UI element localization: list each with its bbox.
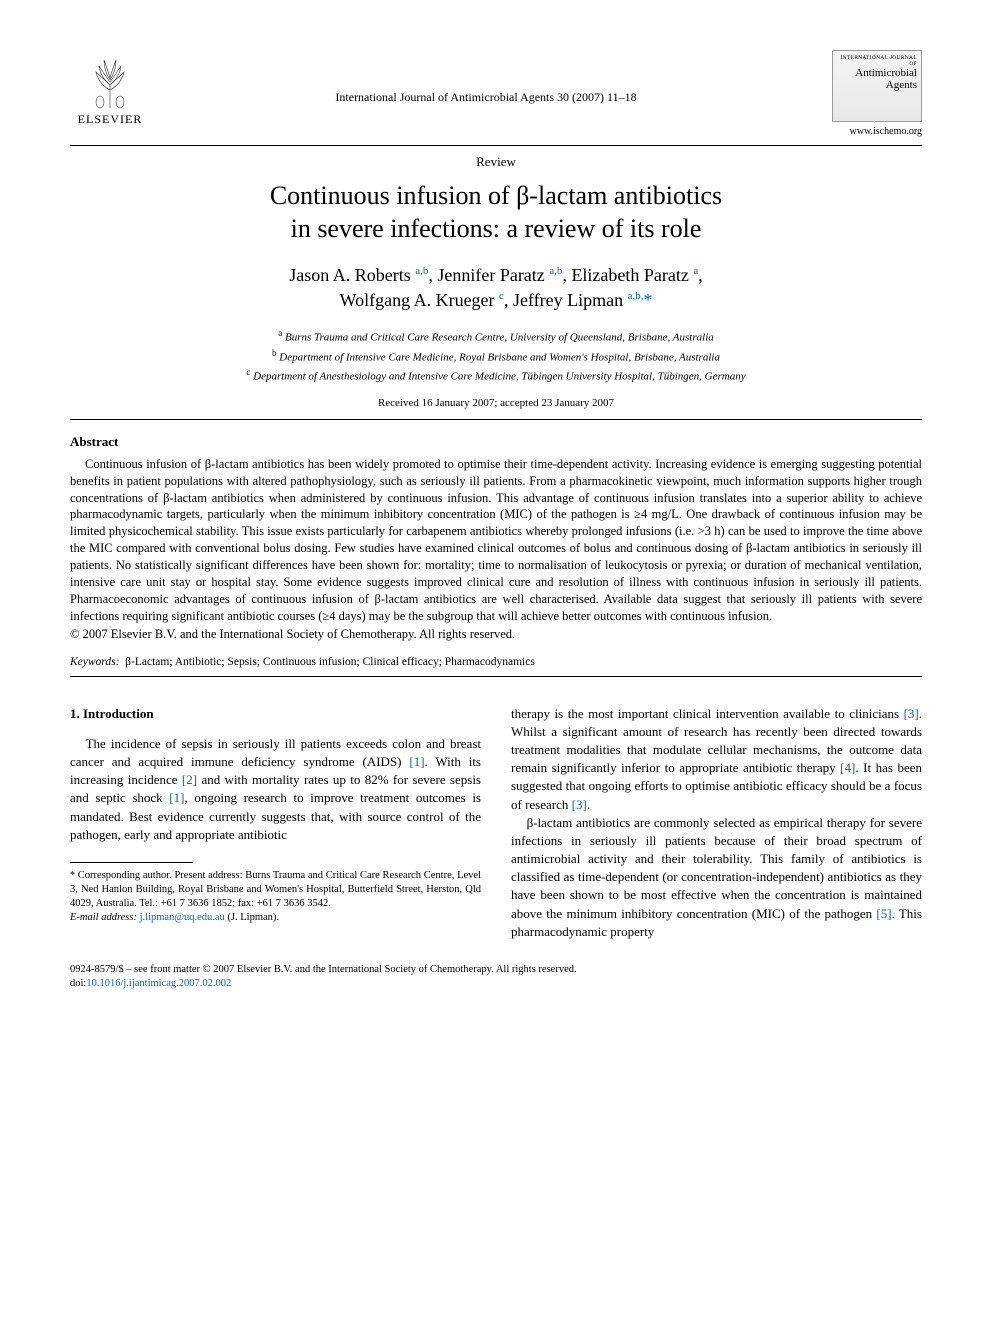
keywords-label: Keywords: bbox=[70, 656, 119, 668]
journal-url[interactable]: www.ischemo.org bbox=[822, 126, 922, 137]
abstract-body: Continuous infusion of β-lactam antibiot… bbox=[70, 456, 922, 625]
publisher-logo-block: ELSEVIER bbox=[70, 50, 150, 127]
section-1-heading: 1. Introduction bbox=[70, 705, 481, 723]
journal-cover-block: INTERNATIONAL JOURNAL OF Antimicrobial A… bbox=[822, 50, 922, 137]
journal-reference: International Journal of Antimicrobial A… bbox=[150, 50, 822, 105]
header-row: ELSEVIER International Journal of Antimi… bbox=[70, 50, 922, 137]
title-line-1: Continuous infusion of β-lactam antibiot… bbox=[270, 181, 722, 210]
cover-title: Antimicrobial Agents bbox=[837, 67, 917, 91]
column-right: therapy is the most important clinical i… bbox=[511, 705, 922, 941]
corresponding-author-footnote: * Corresponding author. Present address:… bbox=[70, 869, 481, 926]
article-dates: Received 16 January 2007; accepted 23 Ja… bbox=[70, 397, 922, 409]
rule-top bbox=[70, 145, 922, 146]
footnote-corr: * Corresponding author. Present address:… bbox=[70, 869, 481, 912]
authors-line-1: Jason A. Roberts a,b, Jennifer Paratz a,… bbox=[289, 265, 703, 285]
title-line-2: in severe infections: a review of its ro… bbox=[291, 214, 702, 243]
abstract-heading: Abstract bbox=[70, 434, 922, 450]
affiliations: a Burns Trauma and Critical Care Researc… bbox=[70, 327, 922, 384]
intro-para-2: β-lactam antibiotics are commonly select… bbox=[511, 814, 922, 941]
article-type: Review bbox=[70, 154, 922, 170]
email-label: E-mail address: bbox=[70, 912, 137, 923]
footnote-separator bbox=[70, 862, 193, 863]
author-list: Jason A. Roberts a,b, Jennifer Paratz a,… bbox=[70, 263, 922, 313]
keywords-list: β-Lactam; Antibiotic; Sepsis; Continuous… bbox=[125, 656, 535, 668]
authors-line-2: Wolfgang A. Krueger c, Jeffrey Lipman a,… bbox=[340, 290, 653, 310]
rule-after-dates bbox=[70, 419, 922, 420]
footer-doi-line: doi:10.1016/j.ijantimicag.2007.02.002 bbox=[70, 977, 922, 991]
doi-label: doi: bbox=[70, 978, 86, 989]
rule-after-keywords bbox=[70, 676, 922, 677]
keywords-line: Keywords: β-Lactam; Antibiotic; Sepsis; … bbox=[70, 656, 922, 668]
cover-pretitle: INTERNATIONAL JOURNAL OF bbox=[837, 55, 917, 67]
elsevier-tree-icon bbox=[80, 50, 140, 110]
body-columns: 1. Introduction The incidence of sepsis … bbox=[70, 705, 922, 941]
article-page: ELSEVIER International Journal of Antimi… bbox=[0, 0, 992, 1021]
intro-para-1: The incidence of sepsis in seriously ill… bbox=[70, 735, 481, 844]
publisher-name: ELSEVIER bbox=[78, 112, 143, 127]
corresponding-email[interactable]: j.lipman@uq.edu.au bbox=[140, 912, 225, 923]
affiliation-a: a Burns Trauma and Critical Care Researc… bbox=[70, 327, 922, 346]
column-left: 1. Introduction The incidence of sepsis … bbox=[70, 705, 481, 941]
affiliation-b: b Department of Intensive Care Medicine,… bbox=[70, 347, 922, 366]
affiliation-c: c Department of Anesthesiology and Inten… bbox=[70, 366, 922, 385]
abstract-copyright: © 2007 Elsevier B.V. and the Internation… bbox=[70, 627, 922, 642]
footer-block: 0924-8579/$ – see front matter © 2007 El… bbox=[70, 963, 922, 991]
doi-link[interactable]: 10.1016/j.ijantimicag.2007.02.002 bbox=[86, 978, 231, 989]
intro-para-1-cont: therapy is the most important clinical i… bbox=[511, 705, 922, 814]
footer-copyright: 0924-8579/$ – see front matter © 2007 El… bbox=[70, 963, 922, 977]
footnote-email-line: E-mail address: j.lipman@uq.edu.au (J. L… bbox=[70, 911, 481, 925]
email-name: (J. Lipman). bbox=[227, 912, 279, 923]
article-title: Continuous infusion of β-lactam antibiot… bbox=[70, 180, 922, 245]
journal-cover-thumbnail: INTERNATIONAL JOURNAL OF Antimicrobial A… bbox=[832, 50, 922, 122]
